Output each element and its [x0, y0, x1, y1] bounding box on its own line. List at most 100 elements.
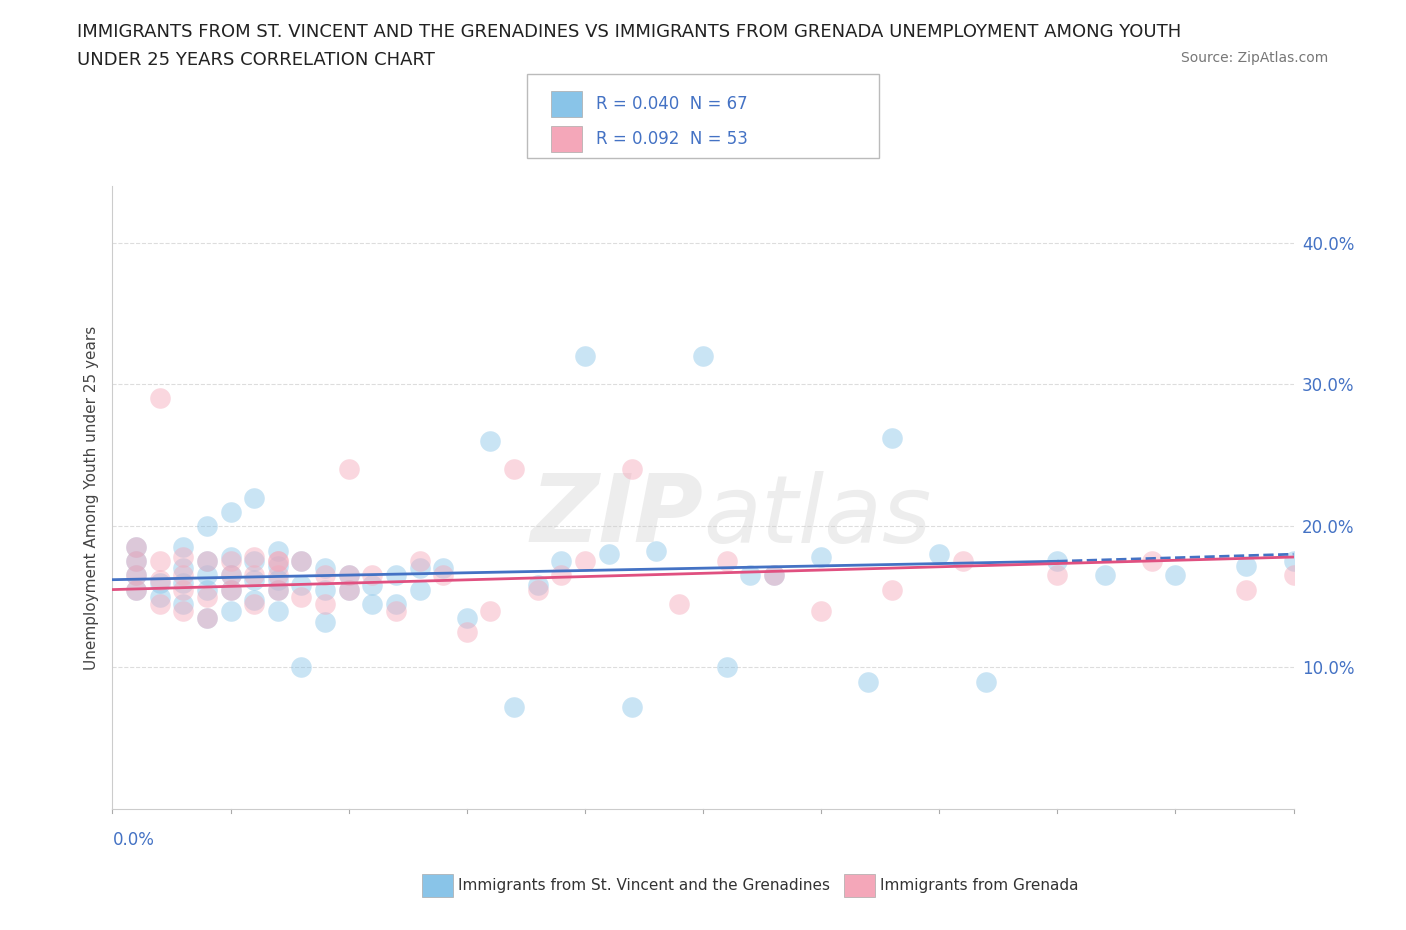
- Point: [314, 568, 336, 583]
- Point: [432, 561, 454, 576]
- Point: [361, 568, 384, 583]
- Point: [408, 561, 430, 576]
- Point: [267, 604, 290, 618]
- Point: [503, 699, 526, 714]
- Point: [172, 568, 194, 583]
- Point: [716, 554, 738, 569]
- Point: [125, 539, 148, 554]
- Y-axis label: Unemployment Among Youth under 25 years: Unemployment Among Youth under 25 years: [83, 326, 98, 670]
- Point: [337, 582, 360, 597]
- Point: [243, 596, 266, 611]
- Point: [550, 554, 572, 569]
- Point: [195, 554, 218, 569]
- Point: [290, 554, 312, 569]
- Point: [125, 554, 148, 569]
- Point: [1234, 558, 1257, 573]
- Point: [267, 544, 290, 559]
- Point: [267, 554, 290, 569]
- Point: [195, 518, 218, 533]
- Point: [361, 578, 384, 592]
- Point: [267, 582, 290, 597]
- Point: [195, 590, 218, 604]
- Point: [621, 699, 644, 714]
- Text: ZIP: ZIP: [530, 471, 703, 563]
- Point: [692, 349, 714, 364]
- Point: [267, 554, 290, 569]
- Point: [503, 462, 526, 477]
- Point: [385, 604, 408, 618]
- Point: [976, 674, 998, 689]
- Text: UNDER 25 YEARS CORRELATION CHART: UNDER 25 YEARS CORRELATION CHART: [77, 51, 436, 69]
- Point: [125, 582, 148, 597]
- Point: [172, 582, 194, 597]
- Point: [149, 554, 172, 569]
- Point: [195, 568, 218, 583]
- Point: [195, 610, 218, 625]
- Point: [290, 554, 312, 569]
- Point: [479, 604, 502, 618]
- Point: [1140, 554, 1163, 569]
- Point: [172, 604, 194, 618]
- Point: [267, 582, 290, 597]
- Point: [243, 568, 266, 583]
- Point: [1234, 582, 1257, 597]
- Point: [195, 554, 218, 569]
- Point: [125, 568, 148, 583]
- Point: [172, 561, 194, 576]
- Point: [408, 554, 430, 569]
- Point: [574, 349, 596, 364]
- Point: [172, 596, 194, 611]
- Point: [668, 596, 690, 611]
- Point: [243, 572, 266, 587]
- Text: Immigrants from Grenada: Immigrants from Grenada: [880, 878, 1078, 893]
- Point: [385, 568, 408, 583]
- Point: [314, 596, 336, 611]
- Point: [219, 550, 242, 565]
- Point: [361, 596, 384, 611]
- Point: [172, 539, 194, 554]
- Text: 0.0%: 0.0%: [112, 830, 155, 849]
- Point: [314, 615, 336, 630]
- Point: [574, 554, 596, 569]
- Point: [243, 490, 266, 505]
- Point: [1046, 554, 1069, 569]
- Point: [1164, 568, 1187, 583]
- Point: [952, 554, 974, 569]
- Point: [125, 568, 148, 583]
- Point: [928, 547, 950, 562]
- Point: [1094, 568, 1116, 583]
- Point: [1282, 568, 1305, 583]
- Point: [195, 582, 218, 597]
- Point: [219, 582, 242, 597]
- Point: [219, 568, 242, 583]
- Point: [219, 554, 242, 569]
- Point: [740, 568, 762, 583]
- Point: [456, 610, 478, 625]
- Point: [337, 582, 360, 597]
- Point: [526, 582, 548, 597]
- Point: [385, 596, 408, 611]
- Point: [149, 575, 172, 590]
- Point: [337, 462, 360, 477]
- Point: [267, 572, 290, 587]
- Point: [644, 544, 666, 559]
- Point: [267, 568, 290, 583]
- Point: [290, 578, 312, 592]
- Point: [1046, 568, 1069, 583]
- Point: [243, 592, 266, 607]
- Point: [172, 550, 194, 565]
- Point: [621, 462, 644, 477]
- Point: [149, 590, 172, 604]
- Point: [810, 604, 832, 618]
- Point: [479, 433, 502, 448]
- Point: [219, 568, 242, 583]
- Point: [456, 625, 478, 640]
- Point: [125, 582, 148, 597]
- Point: [219, 582, 242, 597]
- Point: [526, 578, 548, 592]
- Point: [149, 391, 172, 405]
- Text: R = 0.092  N = 53: R = 0.092 N = 53: [596, 130, 748, 148]
- Point: [290, 590, 312, 604]
- Point: [243, 550, 266, 565]
- Point: [598, 547, 620, 562]
